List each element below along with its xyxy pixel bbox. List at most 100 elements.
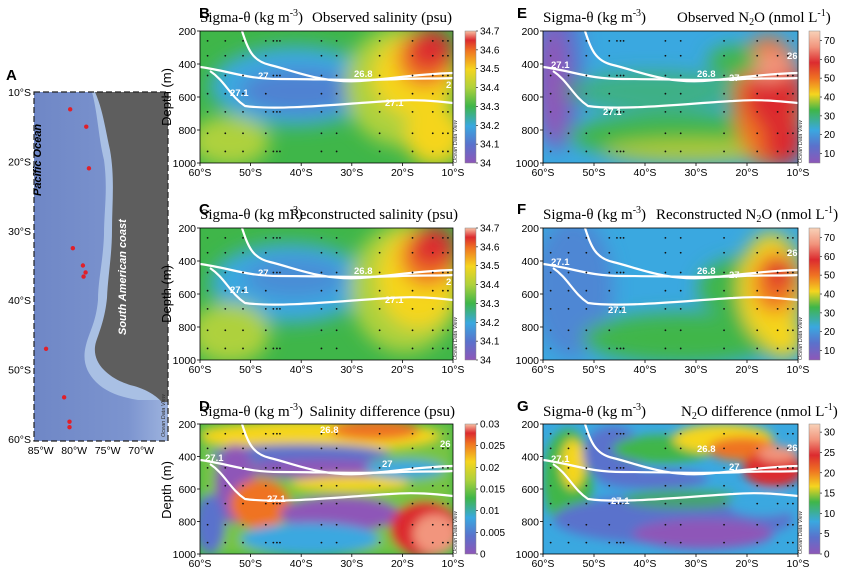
sample-dot — [723, 347, 725, 350]
sample-dot — [320, 251, 323, 254]
x-tick-label: 50°S — [583, 167, 606, 179]
sample-dot — [431, 329, 434, 332]
x-tick-label: 10°S — [787, 558, 810, 570]
sample-dot — [776, 92, 779, 95]
sample-dot — [792, 484, 794, 487]
sample-dot — [567, 523, 570, 526]
sample-dot — [664, 251, 667, 254]
coastal-islands — [98, 345, 123, 380]
panel-e-y-ticks: 200 400 600 800 1000 — [516, 26, 543, 170]
map-station-4 — [70, 245, 76, 251]
sample-dot — [276, 74, 278, 77]
panel-b-credit: Ocean Data View — [453, 119, 459, 163]
sample-dot — [608, 251, 611, 254]
x-tick-label: 60°S — [189, 558, 212, 570]
colorbar-tick-label: 34.4 — [480, 83, 500, 94]
sample-dot — [549, 74, 552, 77]
colorbar-tick-label: 34.6 — [480, 45, 500, 56]
sample-dot — [679, 150, 682, 153]
sample-dot — [264, 432, 267, 435]
sample-dot — [441, 237, 444, 239]
sample-dot — [786, 329, 789, 332]
panel-d-contour-1: 26.8 — [320, 425, 339, 436]
sample-dot — [279, 110, 281, 113]
panel-b-plot — [200, 31, 453, 163]
y-tick-label: 200 — [521, 419, 539, 431]
sample-dot — [567, 447, 570, 450]
colorbar-tick-label: 50 — [824, 74, 836, 85]
sample-dot — [378, 150, 381, 153]
sample-dot — [447, 447, 449, 450]
sample-dot — [224, 251, 227, 254]
sample-dot — [264, 54, 267, 57]
sample-dot — [664, 92, 667, 95]
colorbar-tick-label: 34.2 — [480, 121, 500, 132]
sample-dot — [585, 432, 588, 435]
sample-dot — [622, 110, 625, 113]
sample-dot — [242, 541, 244, 544]
sample-dot — [792, 92, 794, 95]
panel-b-sigma: Sigma-θ (kg m-3) — [200, 8, 303, 26]
sample-dot — [279, 74, 281, 77]
sample-dot — [431, 237, 434, 239]
y-tick-label: 800 — [521, 322, 539, 334]
map-station-8 — [43, 346, 49, 351]
sample-dot — [585, 502, 588, 505]
sample-dot — [619, 150, 622, 153]
sample-dot — [320, 329, 323, 332]
sample-dot — [276, 502, 278, 505]
sample-dot — [549, 484, 552, 487]
sample-dot — [431, 466, 434, 469]
sample-dot — [792, 74, 794, 77]
sample-dot — [549, 447, 552, 450]
sample-dot — [242, 289, 244, 292]
sample-dot — [792, 307, 794, 310]
sample-dot — [335, 74, 338, 77]
sample-dot — [320, 40, 323, 42]
panel-g-colorbar — [808, 423, 821, 555]
panel-c-title: Reconstructed salinity (psu) — [290, 207, 458, 223]
sample-dot — [279, 502, 281, 505]
sample-dot — [679, 466, 682, 469]
colorbar-tick-label: 34.1 — [480, 337, 500, 348]
sample-dot — [441, 54, 444, 57]
sample-dot — [549, 466, 552, 469]
colorbar-tick-label: 20 — [824, 468, 836, 479]
x-tick-label: 30°S — [685, 364, 708, 376]
sample-dot — [320, 289, 323, 292]
sample-dot — [276, 466, 278, 469]
y-tick-label: 400 — [178, 59, 196, 71]
sample-dot — [679, 447, 682, 450]
y-tick-label: 200 — [178, 223, 196, 235]
sample-dot — [335, 541, 338, 544]
sample-dot — [786, 132, 789, 135]
sample-dot — [441, 541, 444, 544]
sample-dot — [756, 150, 759, 153]
panel-d-ylabel: Depth (m) — [159, 461, 174, 519]
sample-dot — [242, 432, 244, 435]
x-tick-label: 40°S — [290, 167, 313, 179]
sample-dot — [679, 541, 682, 544]
sample-dot — [264, 110, 267, 113]
panel-c-colorbar — [464, 227, 477, 361]
x-tick-label: 40°S — [290, 364, 313, 376]
sample-dot — [585, 329, 588, 332]
sample-dot — [786, 484, 789, 487]
sample-dot — [664, 432, 667, 435]
panel-c-contour-3b: 27.1 — [230, 285, 249, 296]
sample-dot — [664, 347, 667, 350]
x-tick-label: 40°S — [290, 558, 313, 570]
x-tick-label: 20°S — [736, 364, 759, 376]
sample-dot — [567, 110, 570, 113]
plot-frame — [199, 227, 454, 361]
sample-dot — [608, 271, 611, 274]
sample-dot — [567, 484, 570, 487]
sample-dot — [786, 92, 789, 95]
sample-dot — [441, 484, 444, 487]
sample-dot — [786, 289, 789, 292]
sample-dot — [792, 54, 794, 57]
sample-dot — [567, 307, 570, 310]
y-tick-label: 600 — [178, 92, 196, 104]
sample-dot — [431, 523, 434, 526]
sample-dot — [441, 502, 444, 505]
